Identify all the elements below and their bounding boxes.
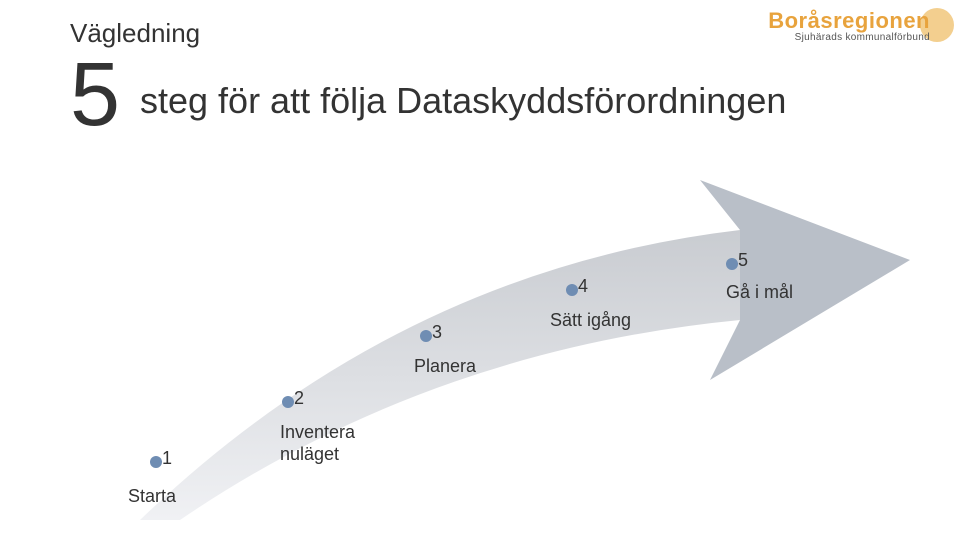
arrow-svg [100,150,920,530]
step-number-2: 2 [294,388,304,409]
step-dot-2 [282,396,294,408]
step-label-2: Inventera nuläget [280,422,355,465]
slide: Boråsregionen Sjuhärads kommunalförbund … [0,0,960,540]
step-label-3: Planera [414,356,476,378]
step-number-4: 4 [578,276,588,297]
step-number-5: 5 [738,250,748,271]
logo-sub-text: Sjuhärads kommunalförbund [768,32,930,43]
big-number: 5 [70,50,120,140]
step-dot-4 [566,284,578,296]
step-number-3: 3 [432,322,442,343]
step-number-1: 1 [162,448,172,469]
step-dot-5 [726,258,738,270]
main-title: steg för att följa Dataskyddsförordninge… [140,80,786,122]
step-label-5: Gå i mål [726,282,793,304]
logo: Boråsregionen Sjuhärads kommunalförbund [768,10,930,43]
step-dot-1 [150,456,162,468]
step-label-1: Starta [128,486,176,508]
arrow-graphic [100,150,920,530]
step-label-4: Sätt igång [550,310,631,332]
logo-main-text: Boråsregionen [768,10,930,32]
step-dot-3 [420,330,432,342]
